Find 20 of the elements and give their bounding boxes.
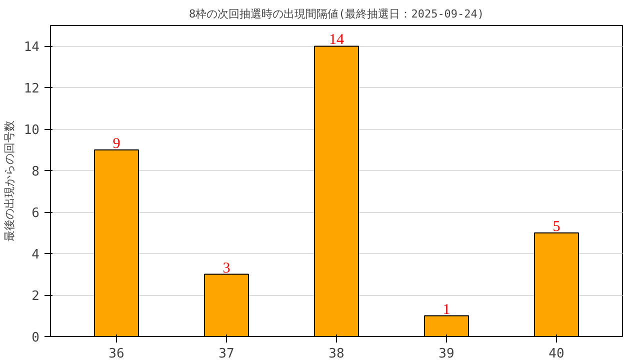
chart-title: 8枠の次回抽選時の出現間隔値(最終抽選日：2025-09-24) <box>188 8 484 20</box>
y-tick-label: 14 <box>24 40 40 56</box>
y-tick-label: 4 <box>32 248 40 263</box>
y-tick-label: 10 <box>24 123 40 138</box>
y-tick-label: 6 <box>32 206 40 222</box>
y-axis-title: 最後の出現からの回号数 <box>2 120 16 242</box>
data-label: 9 <box>112 136 120 152</box>
x-tick-label: 36 <box>108 346 124 360</box>
x-tick-label: 39 <box>438 346 454 360</box>
y-tick-label: 8 <box>32 164 40 180</box>
y-tick-label: 0 <box>32 330 40 346</box>
x-tick-label: 38 <box>328 346 344 360</box>
data-label: 3 <box>222 260 230 276</box>
data-label: 5 <box>552 218 560 235</box>
data-label: 1 <box>442 302 450 318</box>
y-tick-label: 2 <box>32 289 40 304</box>
x-tick-label: 40 <box>548 346 564 360</box>
y-tick-label: 12 <box>24 82 40 97</box>
data-label: 14 <box>329 32 344 48</box>
x-tick-label: 37 <box>218 346 234 360</box>
